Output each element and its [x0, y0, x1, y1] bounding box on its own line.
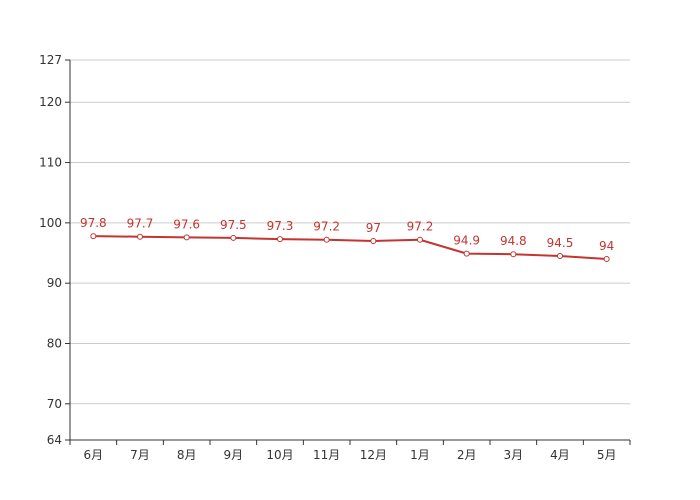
x-tick-label: 3月 — [504, 448, 524, 462]
data-label: 94 — [599, 239, 614, 253]
y-tick-label: 80 — [47, 336, 62, 350]
data-label: 97.8 — [80, 216, 107, 230]
y-tick-label: 90 — [47, 276, 62, 290]
data-point — [230, 234, 237, 241]
y-axis: 64 70 80 90 100 110 120 127 — [39, 53, 71, 447]
y-tick-label: 100 — [39, 216, 62, 230]
data-label: 94.8 — [500, 234, 527, 248]
data-point — [137, 233, 143, 240]
y-tick-label: 110 — [39, 156, 62, 170]
data-point — [183, 234, 190, 241]
data-label: 97.7 — [127, 217, 154, 231]
x-tick-label: 4月 — [550, 448, 570, 462]
data-label: 97.2 — [407, 220, 434, 234]
data-label: 97.5 — [220, 218, 247, 232]
data-point — [370, 237, 377, 244]
data-point — [417, 236, 423, 243]
data-label: 97.3 — [267, 219, 294, 233]
y-tick-label: 64 — [47, 433, 62, 447]
x-tick-label: 7月 — [130, 448, 150, 462]
data-point — [90, 233, 97, 240]
x-tick-label: 9月 — [224, 448, 244, 462]
data-point — [323, 236, 330, 243]
y-tick-label: 120 — [39, 95, 62, 109]
x-tick-label: 1月 — [410, 448, 430, 462]
data-label: 97 — [366, 221, 381, 235]
data-point — [557, 253, 563, 260]
x-tick-label: 12月 — [360, 448, 387, 462]
data-label: 94.9 — [453, 234, 480, 248]
series-line — [93, 235, 607, 261]
y-tick-label: 127 — [39, 53, 62, 67]
data-point — [603, 256, 610, 263]
series: 97.8 97.7 97.6 97.5 97.3 97.2 97 97.2 94.9 94.8 94… — [80, 216, 614, 263]
data-label: 97.2 — [313, 220, 340, 234]
data-point — [277, 236, 283, 243]
data-point — [510, 251, 517, 258]
data-label: 94.5 — [547, 236, 574, 250]
grid-lines — [70, 59, 630, 405]
x-tick-label: 11月 — [313, 448, 340, 462]
x-tick-label: 10月 — [266, 448, 293, 462]
data-label: 97.6 — [173, 217, 200, 231]
x-tick-label: 6月 — [84, 448, 104, 462]
x-tick-label: 5月 — [597, 448, 617, 462]
x-tick-label: 2月 — [457, 448, 477, 462]
y-tick-label: 70 — [47, 397, 62, 411]
x-axis: 6月 7月 8月 9月 10月 11月 12月 1月 2月 3月 4月 5月 — [69, 439, 631, 462]
x-tick-label: 8月 — [177, 448, 197, 462]
data-point — [463, 250, 470, 257]
